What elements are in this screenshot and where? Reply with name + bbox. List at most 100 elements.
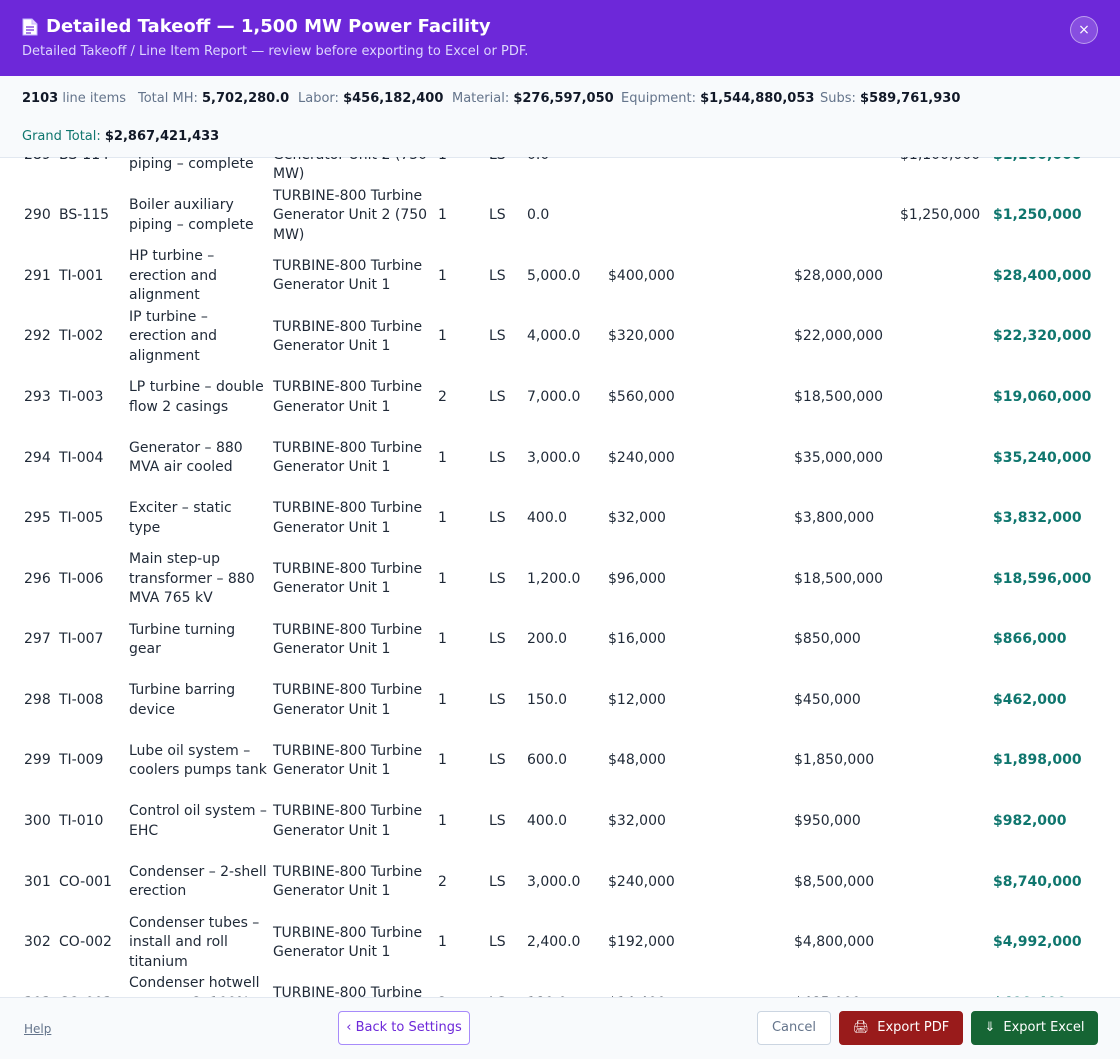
row-area-cell: TURBINE-800 Turbine Generator Unit 1 [273, 257, 423, 294]
row-total-cell: $4,992,000 [993, 934, 1082, 951]
row-quantity-cell: 1 [438, 449, 447, 466]
row-code-cell: TI-004 [59, 449, 104, 466]
summary-material: Material: $276,597,050 [452, 91, 614, 106]
row-description-cell: Control oil system – EHC [129, 803, 267, 839]
table-row: 302 CO-002 Condenser tubes – install and r… [0, 913, 1120, 974]
dialog-footer: Help ‹ Back to Settings Cancel 🖨 Export P… [0, 997, 1120, 1059]
row-total-cell: $18,596,000 [993, 570, 1092, 587]
row-equipment-cell: $8,500,000 [794, 873, 875, 890]
row-code-cell: TI-003 [59, 388, 104, 405]
row-equipment-cell: $485,000 [794, 973, 900, 997]
row-area-cell: TURBINE-800 Turbine Generator Unit 1 [273, 439, 423, 476]
row-labor-cell [608, 186, 706, 247]
row-area-cell: TURBINE-800 Turbine Generator Unit 1 [273, 924, 423, 961]
row-subs-cell: $1,100,000 [900, 157, 993, 186]
table-row: 290 BS-115 Boiler auxiliary piping – compl… [0, 186, 1120, 247]
row-number-cell: 298 [24, 691, 51, 708]
row-total-cell: $22,320,000 [993, 328, 1092, 345]
row-material-cell [706, 367, 794, 428]
row-labor-cell: $14,400 [608, 973, 706, 997]
close-button[interactable]: × [1070, 16, 1098, 44]
row-code-cell: TI-010 [59, 813, 104, 830]
row-quantity-cell: 1 [438, 207, 447, 224]
row-total-cell: $3,832,000 [993, 510, 1082, 527]
row-description-cell: Condenser hotwell pumps – 2x100% 2000 HP [129, 975, 260, 997]
row-manhours-cell: 0.0 [527, 157, 608, 186]
report-subtitle: Detailed Takeoff / Line Item Report — re… [22, 44, 529, 59]
row-description-cell: Lube oil system – coolers pumps tank [129, 742, 267, 779]
table-row: 298 TI-008 Turbine barring device TURBINE-8… [0, 670, 1120, 731]
summary-bar: 2103 line items Total MH: 5,702,280.0 La… [0, 76, 1120, 158]
row-unit-cell: LS [489, 267, 506, 284]
row-manhours-cell: 2,400.0 [527, 934, 581, 951]
row-total-cell: $19,060,000 [993, 388, 1092, 405]
row-unit-cell: LS [489, 207, 506, 224]
row-number-cell: 292 [24, 328, 51, 345]
row-area-cell: TURBINE-800 Turbine Generator Unit 1 [273, 742, 423, 779]
row-number-cell: 294 [24, 449, 51, 466]
row-total-cell: $982,000 [993, 813, 1067, 830]
labor-value: $456,182,400 [343, 91, 444, 106]
grand-total-label: Grand Total: [22, 129, 101, 144]
row-description-cell: Main step-up transformer – 880 MVA 765 k… [129, 551, 255, 607]
help-link[interactable]: Help [24, 1022, 52, 1036]
row-area-cell: TURBINE-800 Turbine Generator Unit 1 [273, 379, 423, 415]
row-material-cell [706, 670, 794, 731]
table-row: 291 TI-001 HP turbine – erection and align… [0, 246, 1120, 307]
row-subs-cell [900, 428, 993, 489]
row-labor-cell: $48,000 [608, 752, 666, 769]
row-subs-cell [900, 307, 993, 368]
back-to-settings-button[interactable]: ‹ Back to Settings [338, 1011, 470, 1045]
row-quantity-cell: 1 [438, 813, 447, 830]
row-manhours-cell: 200.0 [527, 631, 568, 648]
table-row: 292 TI-002 IP turbine – erection and align… [0, 307, 1120, 368]
row-description-cell: HP turbine – erection and alignment [129, 248, 217, 304]
row-description-cell: Turbine barring device [129, 682, 236, 718]
row-total-cell: $28,400,000 [993, 267, 1092, 284]
row-unit-cell: LS [489, 873, 506, 890]
row-number-cell: 295 [24, 510, 51, 527]
row-quantity-cell: 1 [438, 631, 447, 648]
row-equipment-cell: $22,000,000 [794, 328, 884, 345]
row-equipment-cell: $18,500,000 [794, 570, 884, 587]
subs-label: Subs: [820, 91, 856, 106]
row-material-cell [706, 157, 794, 186]
row-unit-cell: LS [489, 449, 506, 466]
row-subs-cell [900, 367, 993, 428]
row-code-cell: TI-007 [59, 631, 104, 648]
row-quantity-cell: 1 [438, 752, 447, 769]
row-description-cell: LP turbine – double flow 2 casings [129, 379, 264, 415]
row-labor-cell: $32,000 [608, 510, 666, 527]
summary-grand-total: Grand Total: $2,867,421,433 [22, 129, 219, 144]
row-material-cell [706, 307, 794, 368]
document-icon [22, 18, 38, 35]
row-subs-cell [900, 852, 993, 913]
row-description-cell: Turbine turning gear [129, 621, 236, 658]
row-number-cell: 303 [0, 973, 59, 997]
row-manhours-cell: 180.0 [527, 973, 608, 997]
cancel-button[interactable]: Cancel [757, 1011, 831, 1045]
row-code-cell: BS-114 [59, 157, 129, 186]
row-quantity-cell: 2 [438, 388, 447, 405]
table-row: 297 TI-007 Turbine turning gear TURBINE-800… [0, 610, 1120, 671]
row-total-cell: $499,400 [993, 973, 1120, 997]
row-code-cell: TI-001 [59, 267, 104, 284]
row-labor-cell: $240,000 [608, 449, 675, 466]
row-equipment-cell: $950,000 [794, 813, 861, 830]
export-pdf-button[interactable]: 🖨 Export PDF [839, 1011, 963, 1045]
row-labor-cell: $192,000 [608, 934, 675, 951]
row-equipment-cell: $850,000 [794, 631, 861, 648]
row-area-cell: TURBINE-800 Turbine Generator Unit 1 [273, 985, 423, 997]
row-labor-cell: $400,000 [608, 267, 675, 284]
row-equipment-cell: $35,000,000 [794, 449, 884, 466]
row-quantity-cell: 1 [438, 934, 447, 951]
row-number-cell: 293 [24, 388, 51, 405]
row-area-cell: TURBINE-800 Turbine Generator Unit 1 [273, 318, 423, 355]
line-items-count: 2103 [22, 91, 59, 106]
export-excel-button[interactable]: ⇓ Export Excel [971, 1011, 1098, 1045]
row-number-cell: 289 [0, 157, 59, 186]
row-manhours-cell: 4,000.0 [527, 328, 581, 345]
line-item-table-scroll[interactable]: 289BS-114Boiler feedwater piping – compl… [0, 157, 1120, 997]
row-equipment-cell: $4,800,000 [794, 934, 875, 951]
row-equipment-cell [794, 186, 900, 247]
